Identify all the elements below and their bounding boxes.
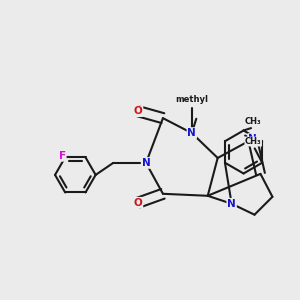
Text: methyl: methyl (175, 95, 208, 104)
Text: N: N (142, 158, 150, 168)
Text: O: O (134, 198, 142, 208)
Text: CH₃: CH₃ (244, 117, 261, 126)
Text: O: O (134, 106, 142, 116)
Text: CH₃: CH₃ (245, 137, 262, 146)
Text: N: N (227, 199, 236, 209)
Text: F: F (58, 151, 66, 161)
Text: N: N (248, 134, 257, 144)
Text: N: N (188, 128, 196, 138)
